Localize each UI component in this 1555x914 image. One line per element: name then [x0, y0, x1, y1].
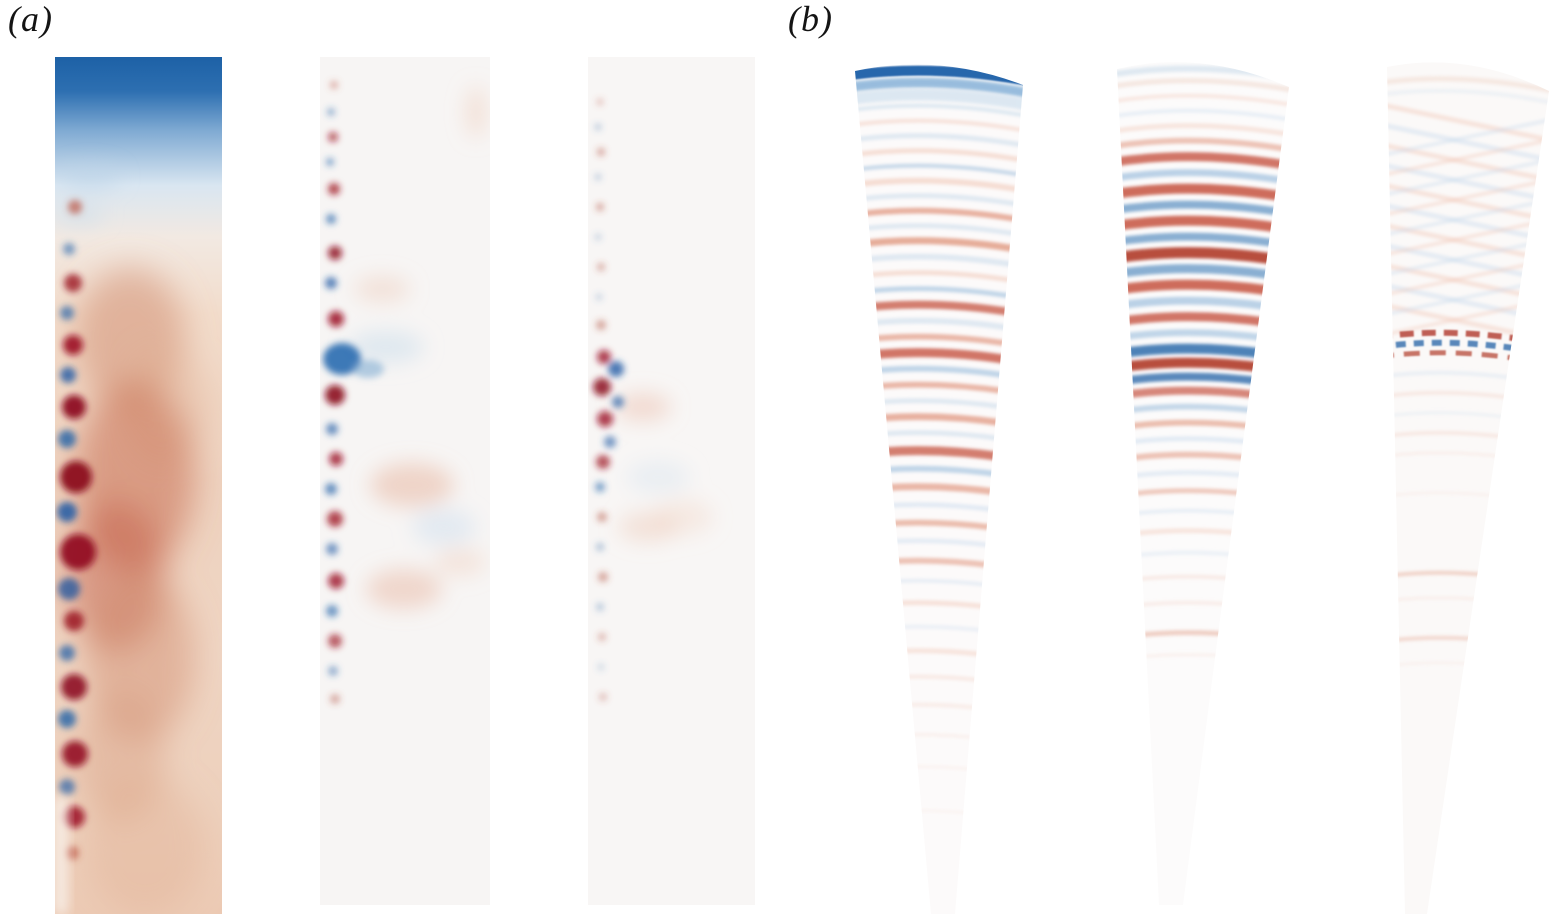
panel-b-sector-primary-svg — [855, 64, 1023, 914]
panel-b-sector-fine-svg — [1387, 62, 1549, 914]
panel-a-label: (a) — [8, 0, 53, 39]
diffuse-smudges — [615, 393, 713, 542]
panel-a-field-primary-svg — [55, 57, 222, 914]
panel-b-sector-fine — [1383, 57, 1555, 914]
panel-b-sector-mid-svg — [1117, 62, 1289, 905]
light-blue-streaks — [56, 165, 120, 225]
panel-a-field-fine-svg — [588, 57, 755, 905]
panel-b-sector-mid — [1113, 57, 1313, 905]
panel-a-field-mid-svg — [320, 57, 490, 905]
panel-b-sector-primary — [843, 57, 1043, 914]
diffuse-smudges — [348, 86, 486, 609]
panel-a-field-mid — [320, 57, 490, 905]
near-wall-vortices — [323, 81, 384, 704]
panel-a-field-primary — [55, 57, 222, 914]
near-wall-vortices — [593, 99, 624, 701]
diffuse-red-field — [65, 267, 210, 914]
panel-a-field-fine — [588, 57, 755, 905]
near-wall-vortices — [57, 200, 96, 860]
panel-b-label: (b) — [788, 0, 833, 39]
